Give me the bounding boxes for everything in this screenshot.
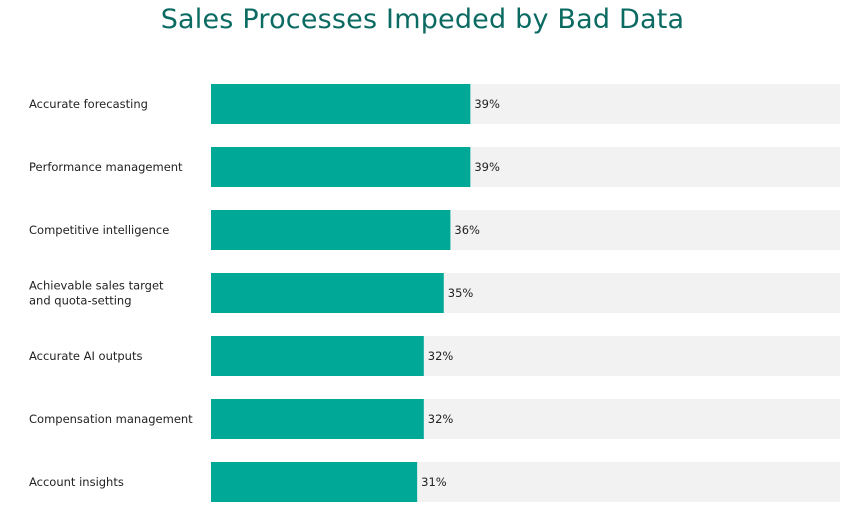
data-label: 32% xyxy=(428,349,454,363)
bar xyxy=(211,84,471,124)
bars-layer: 39% Accurate forecasting 39% Performance ma… xyxy=(29,84,840,502)
data-label: 31% xyxy=(421,475,447,489)
bar xyxy=(211,210,451,250)
category-label: Compensation management xyxy=(29,412,193,426)
bar xyxy=(211,273,444,313)
bar xyxy=(211,147,471,187)
category-label: Account insights xyxy=(29,475,124,489)
data-label: 39% xyxy=(474,160,500,174)
data-label: 32% xyxy=(428,412,454,426)
data-label: 35% xyxy=(448,286,474,300)
data-label: 36% xyxy=(454,223,480,237)
chart-title: Sales Processes Impeded by Bad Data xyxy=(160,4,685,35)
data-label: 39% xyxy=(474,97,500,111)
category-label: Performance management xyxy=(29,160,183,174)
bar xyxy=(211,336,424,376)
category-label: Accurate forecasting xyxy=(29,97,148,111)
bar xyxy=(211,462,418,502)
category-label: Achievable sales target and quota-setting xyxy=(29,279,164,308)
bar xyxy=(211,399,424,439)
category-label: Competitive intelligence xyxy=(29,223,169,237)
category-label: Accurate AI outputs xyxy=(29,349,142,363)
